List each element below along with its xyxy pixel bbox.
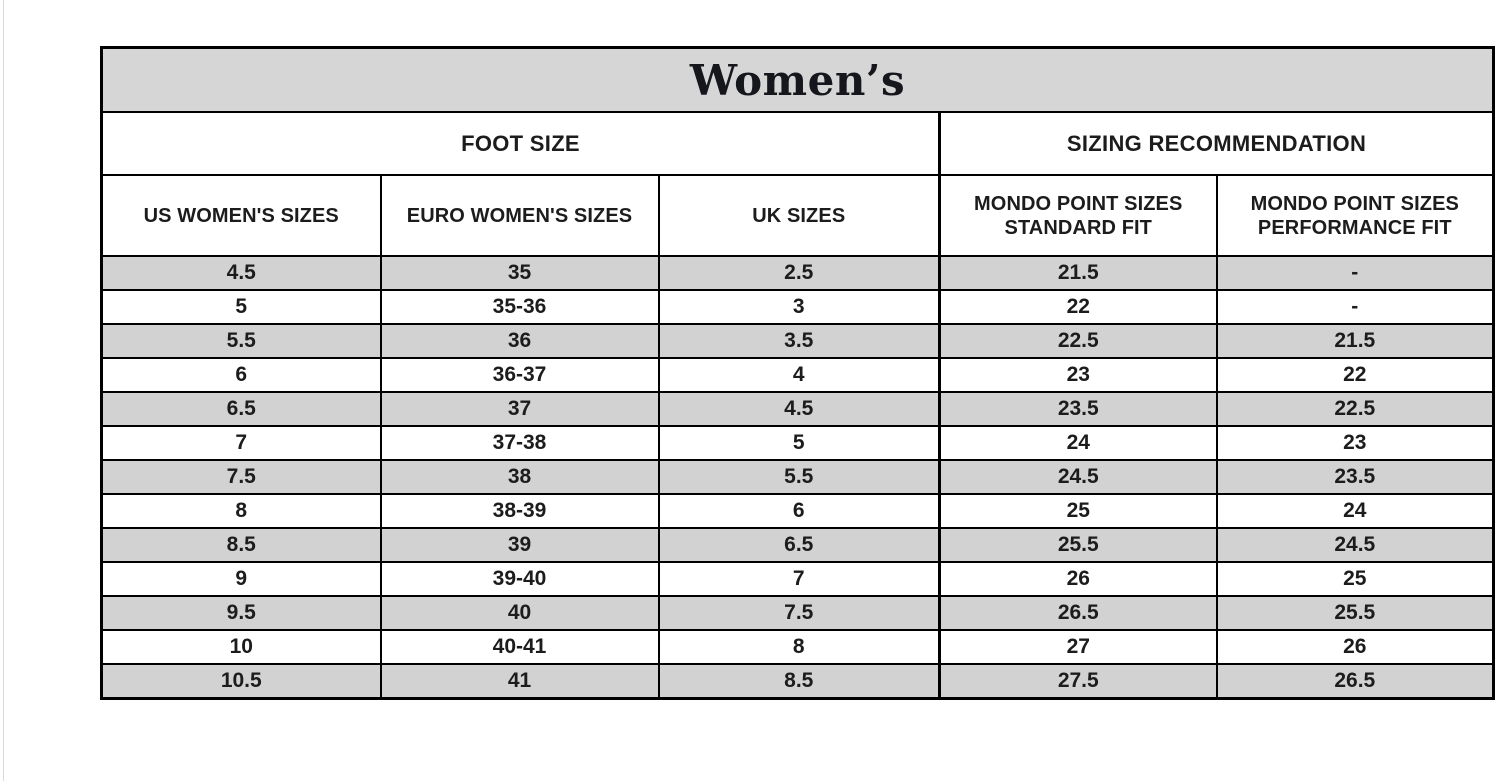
womens-sizing-table: Women’s FOOT SIZE SIZING RECOMMENDATION … bbox=[100, 46, 1496, 700]
size-cell: 38 bbox=[379, 459, 660, 495]
table-title-row: Women’s bbox=[100, 46, 1495, 113]
size-cell: 21.5 bbox=[938, 255, 1218, 291]
size-cell: 39-40 bbox=[379, 561, 660, 597]
size-cell: 8 bbox=[657, 629, 941, 665]
group-header-foot-size: FOOT SIZE bbox=[100, 111, 941, 176]
size-cell: 36-37 bbox=[379, 357, 660, 393]
size-cell: 37 bbox=[379, 391, 660, 427]
size-cell: 25.5 bbox=[938, 527, 1218, 563]
size-cell: 9.5 bbox=[100, 595, 382, 631]
size-cell: 25.5 bbox=[1215, 595, 1495, 631]
size-cell: 24 bbox=[938, 425, 1218, 461]
size-cell: 25 bbox=[1215, 561, 1495, 597]
size-cell: 24 bbox=[1215, 493, 1495, 529]
size-cell: 7 bbox=[100, 425, 382, 461]
size-cell: 26.5 bbox=[1215, 663, 1495, 699]
size-cell: 38-39 bbox=[379, 493, 660, 529]
size-cell: 5.5 bbox=[657, 459, 941, 495]
size-cell: 22 bbox=[1215, 357, 1495, 393]
size-cell: 3.5 bbox=[657, 323, 941, 359]
size-cell: 23.5 bbox=[938, 391, 1218, 427]
table-row: 4.5 35 2.5 21.5- bbox=[100, 255, 1495, 291]
size-cell: 22.5 bbox=[1215, 391, 1495, 427]
size-cell: 41 bbox=[379, 663, 660, 699]
size-cell: 21.5 bbox=[1215, 323, 1495, 359]
size-cell: 24.5 bbox=[1215, 527, 1495, 563]
size-cell: 5 bbox=[657, 425, 941, 461]
size-cell: 22.5 bbox=[938, 323, 1218, 359]
size-cell: 6.5 bbox=[657, 527, 941, 563]
table-row: 8.5 39 6.5 25.5 24.5 bbox=[100, 527, 1495, 563]
size-cell: 22 bbox=[938, 289, 1218, 325]
group-header-sizing-recommendation: SIZING RECOMMENDATION bbox=[937, 111, 1495, 176]
size-cell: 5 bbox=[100, 289, 382, 325]
size-cell: 26 bbox=[1215, 629, 1495, 665]
size-cell: - bbox=[1215, 289, 1495, 325]
column-header-row: US WOMEN'S SIZES EURO WOMEN'S SIZES UK S… bbox=[100, 174, 1495, 257]
size-cell: 37-38 bbox=[379, 425, 660, 461]
size-cell: 23.5 bbox=[1215, 459, 1495, 495]
size-cell: 27 bbox=[938, 629, 1218, 665]
size-cell: 6 bbox=[100, 357, 382, 393]
size-cell: 10 bbox=[100, 629, 382, 665]
size-cell: 40 bbox=[379, 595, 660, 631]
size-cell: 25 bbox=[938, 493, 1218, 529]
size-cell: 23 bbox=[1215, 425, 1495, 461]
group-header-row: FOOT SIZE SIZING RECOMMENDATION bbox=[100, 111, 1495, 176]
table-row: 5.5 36 3.5 22.5 21.5 bbox=[100, 323, 1495, 359]
size-cell: 6 bbox=[657, 493, 941, 529]
size-cell: 4 bbox=[657, 357, 941, 393]
size-cell: 40-41 bbox=[379, 629, 660, 665]
size-cell: 7.5 bbox=[100, 459, 382, 495]
size-cell: 3 bbox=[657, 289, 941, 325]
size-cell: 24.5 bbox=[938, 459, 1218, 495]
column-header-mondo-standard: MONDO POINT SIZES STANDARD FIT bbox=[938, 174, 1218, 257]
size-cell: - bbox=[1215, 255, 1495, 291]
size-cell: 8.5 bbox=[657, 663, 941, 699]
size-cell: 35-36 bbox=[379, 289, 660, 325]
table-row: 7.5 38 5.5 24.5 23.5 bbox=[100, 459, 1495, 495]
table-row: 10.5 41 8.5 27.5 26.5 bbox=[100, 663, 1495, 699]
column-header-mondo-performance: MONDO POINT SIZES PERFORMANCE FIT bbox=[1215, 174, 1495, 257]
column-header-euro-sizes: EURO WOMEN'S SIZES bbox=[379, 174, 660, 257]
size-cell: 4.5 bbox=[100, 255, 382, 291]
table-body: 4.5 35 2.5 21.5-5 35-36 3 22-5.5 36 3.5 22.5 21.5 6… bbox=[100, 255, 1495, 699]
size-cell: 9 bbox=[100, 561, 382, 597]
size-cell: 8 bbox=[100, 493, 382, 529]
size-cell: 5.5 bbox=[100, 323, 382, 359]
size-cell: 23 bbox=[938, 357, 1218, 393]
column-header-uk-sizes: UK SIZES bbox=[657, 174, 941, 257]
size-cell: 10.5 bbox=[100, 663, 382, 699]
left-edge-divider bbox=[3, 0, 4, 781]
size-cell: 36 bbox=[379, 323, 660, 359]
size-cell: 4.5 bbox=[657, 391, 941, 427]
table-row: 9.5 40 7.5 26.5 25.5 bbox=[100, 595, 1495, 631]
table-title: Women’s bbox=[100, 46, 1495, 113]
column-header-us-sizes: US WOMEN'S SIZES bbox=[100, 174, 382, 257]
size-cell: 6.5 bbox=[100, 391, 382, 427]
size-cell: 39 bbox=[379, 527, 660, 563]
table-row: 6.5 37 4.5 23.5 22.5 bbox=[100, 391, 1495, 427]
table-row: 8 38-39 6 25 24 bbox=[100, 493, 1495, 529]
table-row: 6 36-37 4 23 22 bbox=[100, 357, 1495, 393]
table-row: 7 37-38 5 24 23 bbox=[100, 425, 1495, 461]
table-row: 10 40-41 8 27 26 bbox=[100, 629, 1495, 665]
size-cell: 27.5 bbox=[938, 663, 1218, 699]
table-row: 5 35-36 3 22- bbox=[100, 289, 1495, 325]
size-cell: 7.5 bbox=[657, 595, 941, 631]
size-cell: 7 bbox=[657, 561, 941, 597]
size-cell: 35 bbox=[379, 255, 660, 291]
size-cell: 2.5 bbox=[657, 255, 941, 291]
size-cell: 8.5 bbox=[100, 527, 382, 563]
table-row: 9 39-40 7 26 25 bbox=[100, 561, 1495, 597]
size-cell: 26.5 bbox=[938, 595, 1218, 631]
size-cell: 26 bbox=[938, 561, 1218, 597]
